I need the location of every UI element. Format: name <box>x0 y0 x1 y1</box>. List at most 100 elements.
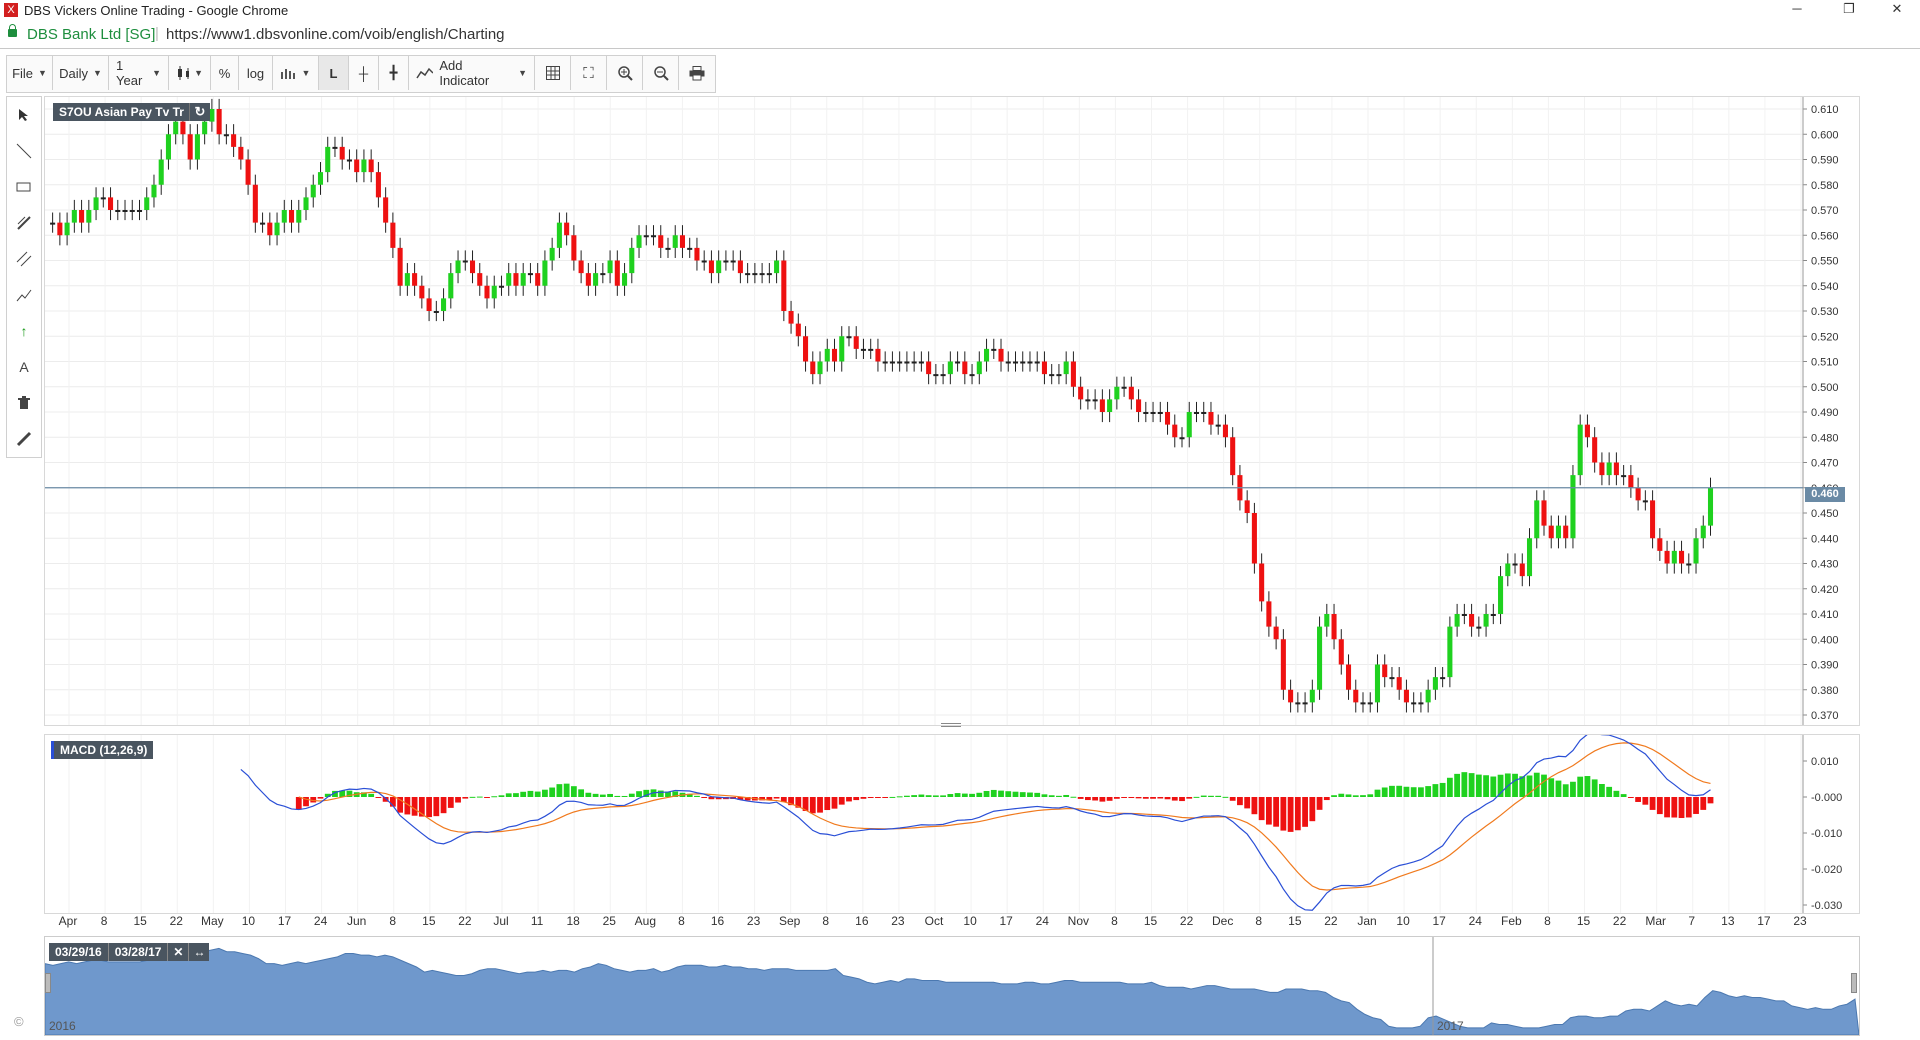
range-navigator[interactable]: 03/29/16 03/28/17 ✕ ↔ 2016 2017 <box>44 936 1860 1036</box>
candle-body <box>252 184 258 223</box>
rectangle-tool[interactable] <box>7 169 41 205</box>
print-button[interactable] <box>679 56 715 90</box>
delete-drawings-tool[interactable] <box>7 385 41 421</box>
interval-dropdown[interactable]: Daily ▼ <box>53 56 109 90</box>
candle-body <box>716 260 722 274</box>
macd-histogram-bar <box>1606 786 1613 797</box>
macd-histogram-bar <box>1258 797 1265 821</box>
candle-body <box>976 361 982 375</box>
candle-body <box>1005 361 1011 364</box>
macd-histogram-bar <box>317 797 324 799</box>
macd-histogram-bar <box>1360 795 1366 797</box>
candle-body <box>202 121 208 135</box>
minimize-button[interactable]: ─ <box>1792 1 1802 16</box>
price-chart-panel[interactable]: 0.610 0.600 0.590 0.580 0.570 0.560 0.550 0.540… <box>44 96 1860 727</box>
current-price-tag: 0.460 <box>1805 487 1845 502</box>
macd-panel[interactable]: 0.010 -0.000 -0.010 -0.020 -0.030 MACD (12,2… <box>44 734 1860 914</box>
macd-histogram-bar <box>838 797 845 805</box>
price-chart-canvas[interactable]: 0.610 0.600 0.590 0.580 0.570 0.560 0.550 0.540… <box>45 97 1859 725</box>
cursor-snap-button[interactable]: ╋ <box>379 56 409 90</box>
volume-dropdown[interactable]: ▼ <box>273 56 319 90</box>
file-menu[interactable]: File ▼ <box>7 56 53 90</box>
macd-chart-canvas[interactable]: 0.010 -0.000 -0.010 -0.020 -0.030 <box>45 735 1859 913</box>
pointer-tool[interactable] <box>7 97 41 133</box>
price-tick-label: 0.370 <box>1811 710 1839 722</box>
candle-body <box>238 146 244 160</box>
time-tick-label: 22 <box>1612 914 1627 928</box>
restore-button[interactable]: ❐ <box>1843 1 1855 16</box>
macd-histogram-bar <box>332 790 338 797</box>
candle-body <box>108 197 114 210</box>
chart-type-dropdown[interactable]: ▼ <box>169 56 211 90</box>
time-axis: Apr 8 15 22 May 10 17 24 Jun 8 15 22 Jul 11 18 25 Aug 8 16… <box>44 914 1860 930</box>
candle-body <box>1548 525 1554 539</box>
fibonacci-tool[interactable] <box>7 205 41 241</box>
measure-tool[interactable] <box>7 421 41 457</box>
time-tick-label: 13 <box>1721 914 1735 928</box>
navigator-start-date[interactable]: 03/29/16 <box>49 943 109 961</box>
macd-histogram-bar <box>426 797 432 818</box>
navigator-area-chart[interactable] <box>45 937 1859 1035</box>
candle-body <box>209 109 215 122</box>
grid-toggle-button[interactable] <box>535 56 571 90</box>
url-text[interactable]: https://www1.dbsvonline.com/voib/english… <box>166 26 505 43</box>
trendline-tool[interactable] <box>7 133 41 169</box>
macd-histogram-bar <box>940 795 946 797</box>
symbol-legend[interactable]: S7OU Asian Pay Tv Tr ↻ <box>53 103 210 121</box>
macd-legend[interactable]: MACD (12,26,9) <box>51 741 154 759</box>
price-tick-label: 0.610 <box>1811 104 1839 116</box>
macd-histogram-bar <box>1519 776 1526 797</box>
macd-histogram-bar <box>563 783 570 797</box>
candle-body <box>795 323 801 337</box>
macd-histogram-bar <box>1150 797 1156 799</box>
time-tick-label: 17 <box>277 914 292 928</box>
macd-histogram-bar <box>1352 795 1359 797</box>
channel-tool[interactable] <box>7 241 41 277</box>
macd-histogram-bar <box>1446 777 1453 797</box>
candle-body <box>1519 563 1525 577</box>
macd-histogram-bar <box>397 797 404 813</box>
macd-histogram-bar <box>1475 774 1482 797</box>
macd-histogram-bar <box>665 791 671 797</box>
close-button[interactable]: ✕ <box>1891 1 1903 16</box>
line-tool-button[interactable]: L <box>319 56 349 90</box>
address-bar[interactable]: DBS Bank Ltd [SG] | https://www1.dbsvonl… <box>0 22 1920 49</box>
add-indicator-button[interactable]: Add Indicator ▼ <box>409 56 535 90</box>
pitchfork-tool[interactable] <box>7 277 41 313</box>
time-tick-label: 24 <box>1035 914 1049 928</box>
expand-range-icon[interactable]: ↔ <box>189 943 210 961</box>
candle-body <box>115 210 121 212</box>
log-scale-button[interactable]: log <box>239 56 273 90</box>
macd-histogram-bar <box>867 797 874 798</box>
range-dropdown[interactable]: 1 Year ▼ <box>109 56 169 90</box>
volume-bars-icon <box>280 69 295 79</box>
candle-body <box>1592 437 1598 463</box>
navigator-end-date[interactable]: 03/28/17 <box>108 943 169 961</box>
fullscreen-button[interactable]: ⛶ <box>571 56 607 90</box>
zoom-in-button[interactable] <box>607 56 643 90</box>
candle-body <box>723 260 729 263</box>
macd-histogram-bar <box>1048 795 1055 797</box>
percent-button[interactable]: % <box>211 56 239 90</box>
navigator-left-handle[interactable] <box>45 973 51 993</box>
macd-histogram-bar <box>1656 797 1663 815</box>
arrow-tool[interactable]: ↑ <box>7 313 41 349</box>
candle-body <box>1309 689 1315 703</box>
crosshair-button[interactable]: ┼ <box>349 56 379 90</box>
candle-body <box>1288 689 1294 703</box>
candle-body <box>1490 614 1496 616</box>
time-tick-label: Aug <box>634 914 657 928</box>
candle-body <box>165 134 171 160</box>
panel-resize-handle[interactable] <box>941 723 961 727</box>
price-tick-label: 0.520 <box>1811 331 1839 343</box>
text-tool[interactable]: A <box>7 349 41 385</box>
macd-histogram-bar <box>1265 797 1272 825</box>
time-tick-label: 15 <box>1143 914 1158 928</box>
navigator-right-handle[interactable] <box>1851 973 1857 993</box>
zoom-out-button[interactable] <box>643 56 679 90</box>
candle-body <box>831 348 838 362</box>
candle-body <box>636 235 642 248</box>
refresh-icon[interactable]: ↻ <box>188 103 210 121</box>
site-identity[interactable]: DBS Bank Ltd [SG] <box>27 26 156 43</box>
close-icon[interactable]: ✕ <box>168 943 190 961</box>
